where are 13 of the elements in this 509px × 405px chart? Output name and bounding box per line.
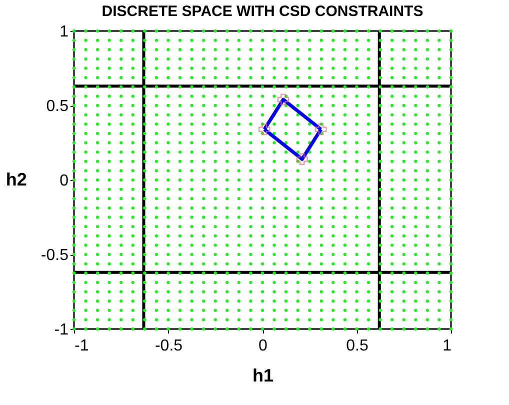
x-tick-label: -0.5 — [154, 338, 183, 354]
y-tick-label: 0.5 — [46, 98, 69, 115]
x-tick-label: 0 — [258, 338, 268, 354]
y-tick-label: -0.5 — [40, 247, 69, 264]
x-tick-label: 1 — [442, 338, 452, 354]
x-tick-label: -1 — [74, 338, 89, 354]
x-axis-title: h1 — [252, 366, 274, 386]
y-axis-title: h2 — [6, 170, 27, 190]
chart-title: DISCRETE SPACE WITH CSD CONSTRAINTS — [102, 3, 424, 20]
x-tick-label: 0.5 — [346, 338, 368, 354]
y-tick-label: -1 — [54, 322, 69, 338]
y-tick-label: 0 — [60, 172, 69, 190]
y-tick-label: 1 — [60, 24, 69, 40]
